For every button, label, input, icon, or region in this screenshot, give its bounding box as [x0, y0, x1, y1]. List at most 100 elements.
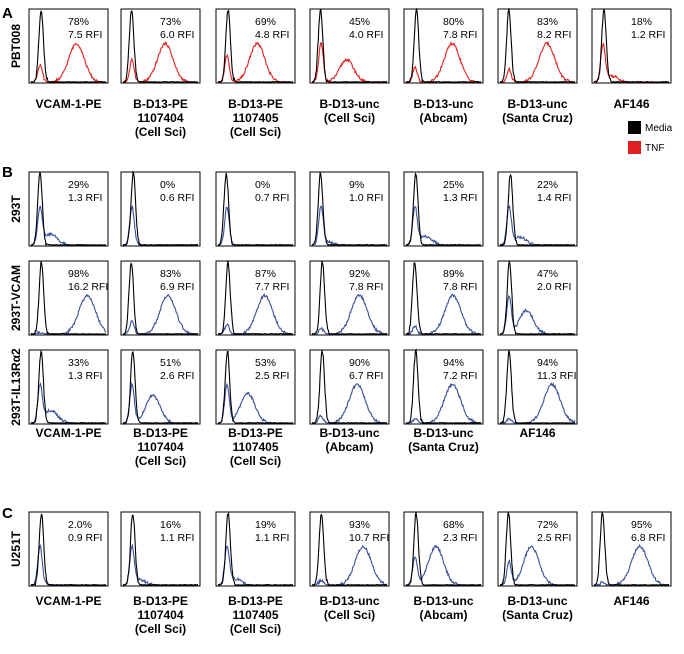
column-label: (Cell Sci): [230, 125, 281, 139]
percent-positive: 45%: [349, 16, 370, 28]
rfi-value: 4.8 RFI: [255, 29, 289, 41]
histogram-panel: 89%7.8 RFI: [403, 260, 484, 336]
rfi-value: 7.5 RFI: [68, 29, 102, 41]
control-histogram-line: [500, 512, 575, 586]
control-histogram-line: [311, 513, 388, 586]
column-label: (Cell Sci): [135, 125, 186, 139]
percent-positive: 29%: [68, 179, 89, 191]
percent-positive: 94%: [537, 357, 558, 369]
section-letter: B: [2, 164, 13, 181]
legend-swatch: [628, 141, 641, 154]
column-label: B-D13-unc: [507, 594, 567, 608]
histogram-panel: 87%7.7 RFI: [215, 260, 296, 336]
percent-positive: 33%: [68, 357, 89, 369]
legend-label: TNF: [645, 143, 664, 154]
control-histogram-line: [122, 170, 199, 246]
stain-histogram-line: [30, 42, 107, 84]
row-label: U251T: [9, 530, 23, 567]
column-label: 1107405: [232, 608, 278, 622]
column-label: VCAM-1-PE: [35, 426, 101, 440]
control-histogram-line: [217, 9, 294, 83]
rfi-value: 0.6 RFI: [160, 192, 194, 204]
percent-positive: 9%: [349, 179, 364, 191]
control-histogram-line: [499, 173, 575, 246]
column-label: (Santa Cruz): [502, 608, 573, 622]
histogram-panel: 33%1.3 RFI: [28, 349, 109, 425]
percent-positive: 18%: [631, 16, 652, 28]
histogram-panel: 83%8.2 RFI: [497, 8, 578, 84]
percent-positive: 83%: [160, 268, 181, 280]
column-label: B-D13-unc: [413, 594, 473, 608]
histogram-panel: 18%1.2 RFI: [591, 8, 672, 84]
rfi-value: 0.9 RFI: [68, 532, 102, 544]
control-histogram-line: [405, 8, 482, 84]
histogram-panel: 95%6.8 RFI: [591, 510, 672, 587]
rfi-value: 1.3 RFI: [68, 370, 102, 382]
control-histogram-line: [311, 260, 388, 335]
panel-frame: [28, 171, 109, 247]
control-histogram-line: [405, 348, 482, 424]
stain-histogram-line: [312, 383, 387, 424]
percent-positive: 16%: [160, 519, 181, 531]
stain-histogram-line: [594, 543, 670, 587]
percent-positive: 25%: [443, 179, 464, 191]
control-histogram-line: [593, 510, 670, 586]
rfi-value: 2.5 RFI: [255, 370, 289, 382]
control-histogram-line: [311, 172, 388, 246]
rfi-value: 11.3 RFI: [537, 370, 577, 382]
histogram-panel: 69%4.8 RFI: [215, 8, 296, 84]
column-label: 1107404: [137, 608, 183, 622]
control-histogram-line: [217, 511, 294, 586]
histogram-panel: 9%1.0 RFI: [309, 171, 390, 247]
stain-histogram-line: [499, 381, 576, 424]
histogram-panel: 73%6.0 RFI: [120, 8, 201, 84]
legend-swatch: [628, 121, 641, 134]
rfi-value: 2.3 RFI: [443, 532, 477, 544]
rfi-value: 6.8 RFI: [631, 532, 665, 544]
rfi-value: 1.1 RFI: [255, 532, 289, 544]
percent-positive: 73%: [160, 16, 181, 28]
column-label: VCAM-1-PE: [35, 97, 101, 111]
control-histogram-line: [217, 260, 294, 335]
rfi-value: 2.0 RFI: [537, 281, 571, 293]
control-histogram-line: [122, 514, 198, 586]
rfi-value: 2.5 RFI: [537, 532, 571, 544]
row-label: 293T: [9, 195, 23, 223]
histogram-panel: 68%2.3 RFI: [403, 511, 484, 587]
column-label: (Abcam): [419, 111, 467, 125]
percent-positive: 0%: [255, 179, 270, 191]
histogram-panel: 90%6.7 RFI: [309, 349, 390, 425]
column-label: B-D13-PE: [228, 97, 283, 111]
stain-histogram-line: [123, 294, 199, 336]
control-histogram-line: [499, 350, 575, 424]
column-label: AF146: [613, 594, 649, 608]
rfi-value: 7.8 RFI: [443, 29, 477, 41]
percent-positive: 80%: [443, 16, 464, 28]
percent-positive: 90%: [349, 357, 370, 369]
histogram-panel: 16%1.1 RFI: [120, 511, 201, 587]
rfi-value: 4.0 RFI: [349, 29, 383, 41]
rfi-value: 1.1 RFI: [160, 532, 194, 544]
column-label: AF146: [519, 426, 555, 440]
histogram-panel: 93%10.7 RFI: [309, 511, 390, 587]
percent-positive: 47%: [537, 268, 558, 280]
histogram-panel: 0%0.7 RFI: [215, 171, 296, 247]
column-label: (Cell Sci): [135, 622, 186, 636]
percent-positive: 53%: [255, 357, 276, 369]
control-histogram-line: [405, 172, 481, 246]
column-label: (Cell Sci): [230, 622, 281, 636]
stain-histogram-line: [122, 41, 199, 83]
percent-positive: 51%: [160, 357, 181, 369]
column-label: B-D13-unc: [413, 97, 473, 111]
control-histogram-line: [217, 172, 294, 246]
rfi-value: 2.6 RFI: [160, 370, 194, 382]
stain-histogram-line: [406, 383, 482, 425]
percent-positive: 93%: [349, 519, 370, 531]
histogram-panel: 92%7.8 RFI: [309, 260, 390, 336]
column-label: B-D13-unc: [507, 97, 567, 111]
rfi-value: 1.2 RFI: [631, 29, 665, 41]
rfi-value: 16.2 RFI: [68, 281, 108, 293]
